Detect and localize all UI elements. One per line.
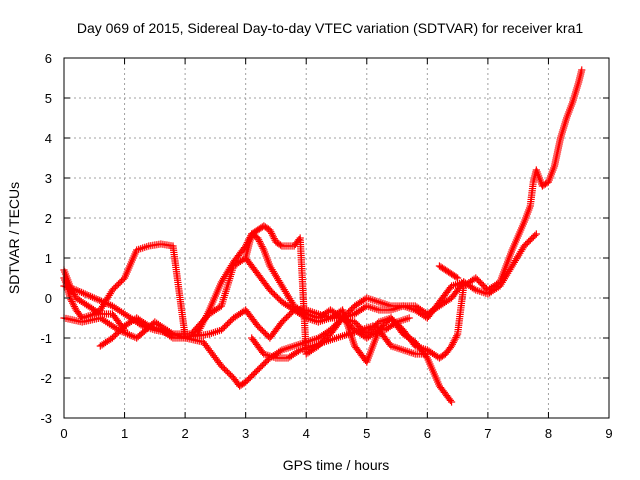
chart-title: Day 069 of 2015, Sidereal Day-to-day VTE…	[77, 20, 583, 36]
x-tick-label: 7	[484, 426, 491, 441]
y-tick-label: 5	[45, 91, 52, 106]
data-point	[578, 66, 586, 74]
data-point	[405, 314, 413, 322]
data-point	[454, 274, 462, 282]
x-tick-label: 3	[242, 426, 249, 441]
data-point	[460, 278, 468, 286]
x-tick-label: 8	[545, 426, 552, 441]
grid-layer	[64, 58, 609, 418]
series-track-h	[435, 262, 462, 282]
y-tick-label: 6	[45, 51, 52, 66]
plot-frame	[63, 57, 610, 419]
series-track-e	[96, 230, 431, 358]
data-point	[532, 230, 540, 238]
y-tick-label: 1	[45, 251, 52, 266]
y-tick-label: 3	[45, 171, 52, 186]
x-tick-label: 2	[181, 426, 188, 441]
y-axis-label: SDTVAR / TECUs	[6, 182, 22, 294]
x-tick-label: 4	[303, 426, 310, 441]
x-tick-label: 1	[121, 426, 128, 441]
x-axis-label: GPS time / hours	[283, 457, 390, 473]
y-tick-label: -3	[40, 411, 52, 426]
data-point	[423, 350, 431, 358]
y-tick-label: 2	[45, 211, 52, 226]
series-track-g	[248, 314, 413, 362]
series-track-f	[242, 254, 468, 322]
data-layer	[60, 66, 586, 406]
y-tick-label: 0	[45, 291, 52, 306]
x-tick-label: 9	[605, 426, 612, 441]
data-point	[447, 398, 456, 406]
tick-layer: 0 1 2 3 4 5 6 7 8 9 -3 -2 -1 0 1 2 3 4 5 6	[40, 51, 612, 441]
y-tick-label: -1	[40, 331, 52, 346]
x-tick-label: 0	[60, 426, 67, 441]
y-tick-label: 4	[45, 131, 52, 146]
y-tick-label: -2	[40, 371, 52, 386]
x-tick-label: 5	[363, 426, 370, 441]
x-tick-label: 6	[424, 426, 431, 441]
